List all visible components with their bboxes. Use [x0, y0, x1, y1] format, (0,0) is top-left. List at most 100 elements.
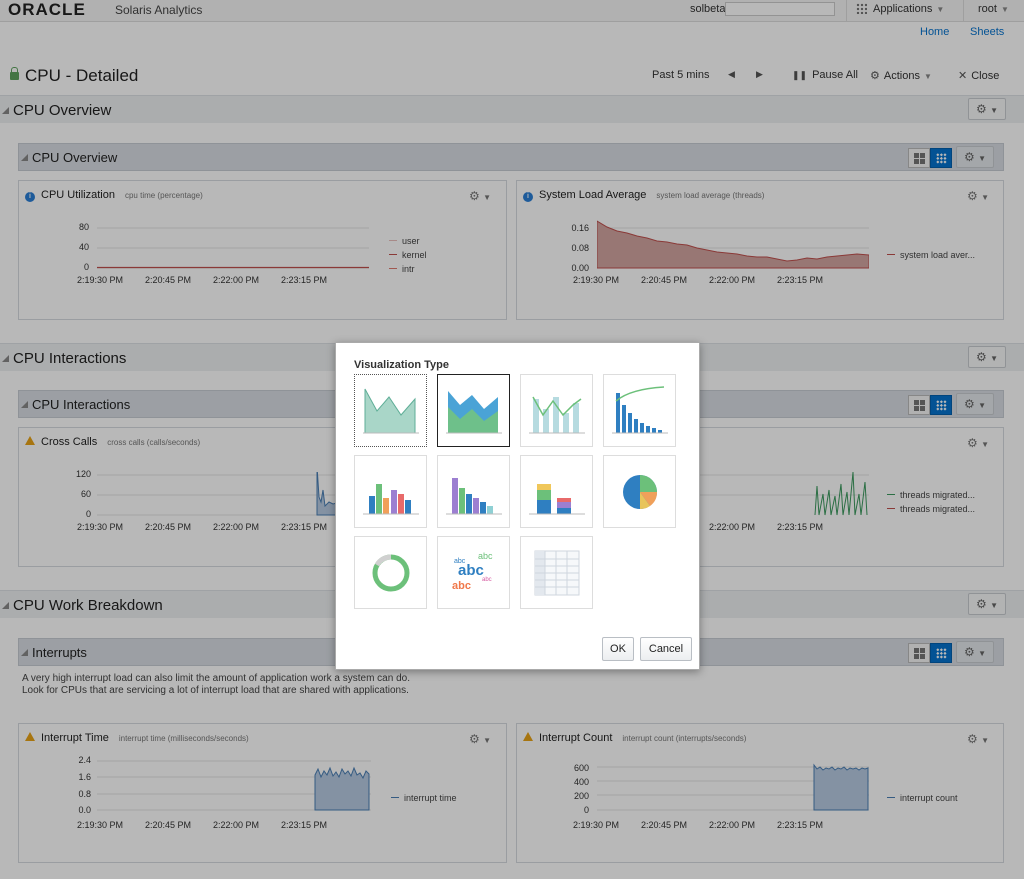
home-link[interactable]: Home: [920, 26, 950, 38]
x-tick: 2:22:00 PM: [213, 820, 260, 830]
panel-title: Cross Calls cross calls (calls/seconds): [25, 436, 200, 448]
panel-gear-icon[interactable]: ⚙ ▼: [967, 436, 990, 450]
applications-label: Applications: [873, 3, 933, 15]
panel-title: Interrupt Time interrupt time (millisecon…: [25, 732, 249, 744]
tag-word: abc: [452, 580, 471, 592]
panel-gear-icon[interactable]: ⚙ ▼: [469, 189, 492, 203]
layout-dense-button[interactable]: [930, 643, 952, 663]
panel-title-text: Cross Calls: [41, 436, 98, 448]
tile-table[interactable]: [520, 536, 593, 609]
cancel-button[interactable]: Cancel: [640, 637, 692, 661]
panel-gear-icon[interactable]: ⚙ ▼: [469, 732, 492, 746]
y-tick: 600: [573, 763, 589, 773]
tile-pareto-chart[interactable]: [603, 374, 676, 447]
warning-icon[interactable]: [25, 732, 35, 741]
pause-all-button[interactable]: ❚❚ Pause All: [792, 69, 858, 81]
warning-icon[interactable]: [25, 436, 35, 445]
group-gear-button[interactable]: ⚙ ▼: [956, 641, 994, 663]
layout-grid-button[interactable]: [908, 148, 930, 168]
x-tick: 2:19:30 PM: [77, 522, 124, 532]
panel-title: i System Load Average system load average …: [523, 189, 764, 202]
panel-subtitle: cpu time (percentage): [124, 191, 203, 200]
tile-tag-cloud[interactable]: abc abc abc abc abc: [437, 536, 510, 609]
collapse-icon[interactable]: [21, 401, 28, 408]
app-name: Solaris Analytics: [115, 3, 203, 17]
info-icon[interactable]: i: [523, 192, 533, 202]
tile-stacked-bar-chart[interactable]: [520, 455, 593, 528]
tile-pie-chart[interactable]: [603, 455, 676, 528]
section-title[interactable]: CPU Work Breakdown: [2, 597, 163, 614]
tag-cloud-icon: abc abc abc abc abc: [452, 551, 493, 592]
tile-line-bar-chart[interactable]: [520, 374, 593, 447]
section-title[interactable]: CPU Interactions: [2, 350, 126, 367]
layout-grid-button[interactable]: [908, 395, 930, 415]
y-tick: 60: [80, 489, 91, 499]
group-title[interactable]: CPU Interactions: [21, 397, 130, 412]
info-icon[interactable]: i: [25, 192, 35, 202]
legend-interrupt-count[interactable]: interrupt count: [887, 793, 958, 803]
x-tick: 2:19:30 PM: [573, 275, 620, 285]
tile-area-chart[interactable]: [354, 374, 427, 447]
actions-menu[interactable]: ⚙ Actions ▼: [870, 69, 932, 82]
panel-subtitle: interrupt time (milliseconds/seconds): [118, 734, 249, 743]
collapse-icon[interactable]: [2, 602, 9, 609]
panel-gear-icon[interactable]: ⚙ ▼: [967, 189, 990, 203]
section-gear-button[interactable]: ⚙ ▼: [968, 98, 1006, 120]
section-title-text: CPU Work Breakdown: [13, 597, 163, 614]
previous-icon[interactable]: ◀: [728, 69, 735, 79]
tile-donut-chart[interactable]: [354, 536, 427, 609]
pie-chart-icon: [623, 475, 658, 510]
time-range-label[interactable]: Past 5 mins: [652, 69, 710, 81]
panel-subtitle: system load average (threads): [656, 191, 765, 200]
legend-interrupt-time[interactable]: interrupt time: [391, 793, 457, 803]
collapse-icon[interactable]: [2, 355, 9, 362]
section-title[interactable]: CPU Overview: [2, 102, 111, 119]
tile-stacked-area-chart[interactable]: [437, 374, 510, 447]
panel-gear-icon[interactable]: ⚙ ▼: [967, 732, 990, 746]
chevron-down-icon: ▼: [936, 5, 945, 14]
close-button[interactable]: ✕ Close: [958, 69, 999, 82]
y-tick: 2.4: [78, 755, 91, 765]
applications-menu[interactable]: Applications ▼: [856, 3, 944, 15]
horizontal-bar-chart-icon: [446, 478, 502, 515]
legend-intr[interactable]: intr: [389, 264, 415, 274]
x-tick: 2:22:00 PM: [709, 522, 756, 532]
grid-layout-icon: [914, 400, 925, 411]
x-tick: 2:23:15 PM: [777, 820, 824, 830]
y-tick: 0.0: [78, 805, 91, 815]
legend-threads-migrated[interactable]: threads migrated...: [887, 504, 975, 514]
user-name: solbeta: [690, 3, 726, 15]
collapse-icon[interactable]: [21, 649, 28, 656]
y-tick: 80: [78, 222, 89, 232]
group-gear-button[interactable]: ⚙ ▼: [956, 393, 994, 415]
tile-horizontal-bar-chart[interactable]: [437, 455, 510, 528]
warning-icon[interactable]: [523, 732, 533, 741]
y-tick: 0.08: [571, 243, 589, 253]
root-user-menu[interactable]: root ▼: [978, 3, 1009, 15]
x-tick: 2:22:00 PM: [709, 820, 756, 830]
x-tick: 2:22:00 PM: [213, 275, 260, 285]
collapse-icon[interactable]: [21, 154, 28, 161]
legend-kernel[interactable]: kernel: [389, 250, 427, 260]
divider: [963, 0, 964, 22]
y-tick: 1.6: [78, 772, 91, 782]
ok-button[interactable]: OK: [602, 637, 634, 661]
sheets-link[interactable]: Sheets: [970, 26, 1005, 38]
x-tick: 2:23:15 PM: [281, 820, 328, 830]
section-gear-button[interactable]: ⚙ ▼: [968, 346, 1006, 368]
layout-dense-button[interactable]: [930, 148, 952, 168]
group-gear-button[interactable]: ⚙ ▼: [956, 146, 994, 168]
layout-grid-button[interactable]: [908, 643, 930, 663]
group-title[interactable]: Interrupts: [21, 645, 87, 660]
y-tick: 0: [85, 509, 91, 519]
layout-dense-button[interactable]: [930, 395, 952, 415]
legend-system-load[interactable]: system load aver...: [887, 250, 975, 260]
section-title-text: CPU Overview: [13, 102, 112, 119]
legend-user[interactable]: user: [389, 236, 420, 246]
legend-threads-migrated[interactable]: threads migrated...: [887, 490, 975, 500]
group-title[interactable]: CPU Overview: [21, 150, 117, 165]
section-gear-button[interactable]: ⚙ ▼: [968, 593, 1006, 615]
collapse-icon[interactable]: [2, 107, 9, 114]
tile-bar-chart[interactable]: [354, 455, 427, 528]
next-icon[interactable]: ▶: [756, 69, 763, 79]
